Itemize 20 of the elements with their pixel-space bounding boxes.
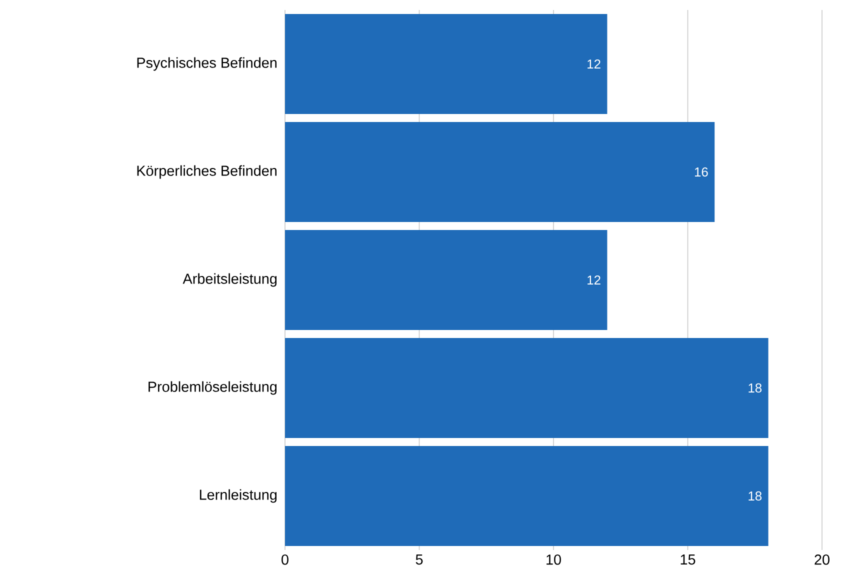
bar — [285, 446, 768, 546]
x-tick-label: 0 — [282, 554, 288, 565]
y-tick-label: Arbeitsleistung — [182, 273, 277, 287]
data-label: 12 — [588, 275, 600, 285]
bar — [285, 14, 608, 114]
data-label: 18 — [748, 383, 762, 393]
x-tick-label: 15 — [680, 554, 696, 565]
data-label: 16 — [694, 167, 708, 177]
x-tick-label: 10 — [546, 554, 561, 565]
bar — [285, 122, 715, 222]
y-tick-label: Problemlöseleistung — [148, 381, 277, 395]
bar — [285, 338, 768, 438]
bar — [285, 230, 608, 330]
y-tick-label: Lernleistung — [200, 489, 277, 503]
data-label: 18 — [748, 491, 762, 501]
x-tick-label: 20 — [814, 554, 830, 565]
x-tick-label: 5 — [416, 554, 423, 565]
data-label: 12 — [588, 59, 600, 69]
y-tick-label: Psychisches Befinden — [137, 57, 277, 71]
y-tick-label: Körperliches Befinden — [137, 165, 277, 179]
